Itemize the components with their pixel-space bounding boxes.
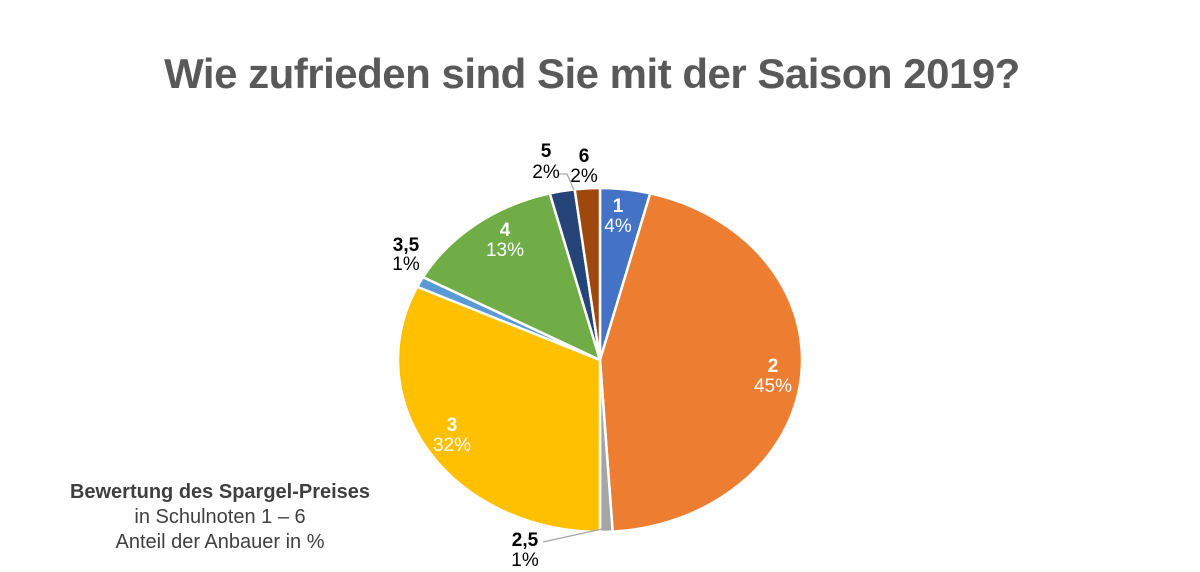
slice-label-4: 4 — [500, 220, 511, 241]
slice-percent-2: 45% — [754, 376, 792, 397]
caption-line-2: in Schulnoten 1 – 6 — [134, 506, 306, 528]
slice-percent-2,5: 1% — [511, 550, 539, 571]
slice-percent-4: 13% — [486, 240, 524, 261]
slice-label-5: 5 — [541, 141, 552, 162]
caption-block: Bewertung des Spargel-Preises in Schulno… — [40, 480, 400, 555]
slice-percent-5: 2% — [532, 162, 560, 183]
slice-label-2,5: 2,5 — [512, 530, 539, 551]
leader-line-5 — [558, 173, 575, 191]
pie-slice-6 — [573, 186, 602, 362]
chart-title: Wie zufrieden sind Sie mit der Saison 20… — [164, 50, 1020, 97]
slice-label-6: 6 — [579, 146, 590, 167]
slice-percent-1: 4% — [604, 216, 632, 237]
slice-label-3,5: 3,5 — [393, 235, 420, 256]
slice-percent-3,5: 1% — [392, 254, 420, 275]
slice-label-2: 2 — [768, 356, 779, 377]
slice-percent-6: 2% — [570, 166, 598, 187]
caption-line-3: Anteil der Anbauer in % — [115, 531, 325, 553]
slice-label-3: 3 — [447, 415, 458, 436]
leader-line-2,5 — [542, 528, 603, 543]
caption-line-1: Bewertung des Spargel-Preises — [69, 481, 371, 503]
slice-percent-3: 32% — [433, 435, 471, 456]
slice-label-1: 1 — [613, 196, 624, 217]
pie-slice-2 — [598, 192, 804, 533]
pie-slice-3 — [396, 285, 602, 534]
pie-slice-4 — [421, 192, 602, 362]
